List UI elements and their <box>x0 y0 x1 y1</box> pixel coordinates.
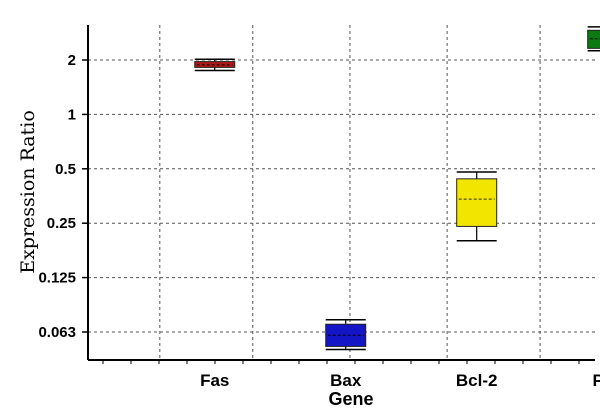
y-tick-label: 0.5 <box>55 161 76 178</box>
y-tick-label: 1 <box>68 106 76 123</box>
x-category-label: Bax <box>330 371 362 390</box>
y-tick-label: 0.063 <box>38 324 76 341</box>
y-tick-label: 0.125 <box>38 270 76 287</box>
box-bcl-2 <box>456 171 498 242</box>
y-tick-labels: 2 1 0.5 0.25 0.125 0.063 <box>38 52 76 341</box>
box-body <box>456 178 498 227</box>
y-axis-label: Expression Ratio <box>17 110 39 274</box>
axes <box>82 25 595 364</box>
box-bax <box>325 319 367 351</box>
x-category-labels: Fas Bax Bcl-2 P53 <box>200 371 600 390</box>
x-category-label: Bcl-2 <box>456 371 498 390</box>
grid-lines <box>88 25 595 360</box>
x-category-label: P53 <box>593 371 600 390</box>
x-axis-label: Gene <box>328 389 373 409</box>
box-body <box>587 29 600 49</box>
x-category-label: Fas <box>200 371 229 390</box>
y-tick-label: 0.25 <box>47 215 76 232</box>
y-tick-label: 2 <box>68 52 76 69</box>
box-fas <box>194 58 236 72</box>
box-series <box>194 26 600 351</box>
box-p53 <box>587 26 600 52</box>
